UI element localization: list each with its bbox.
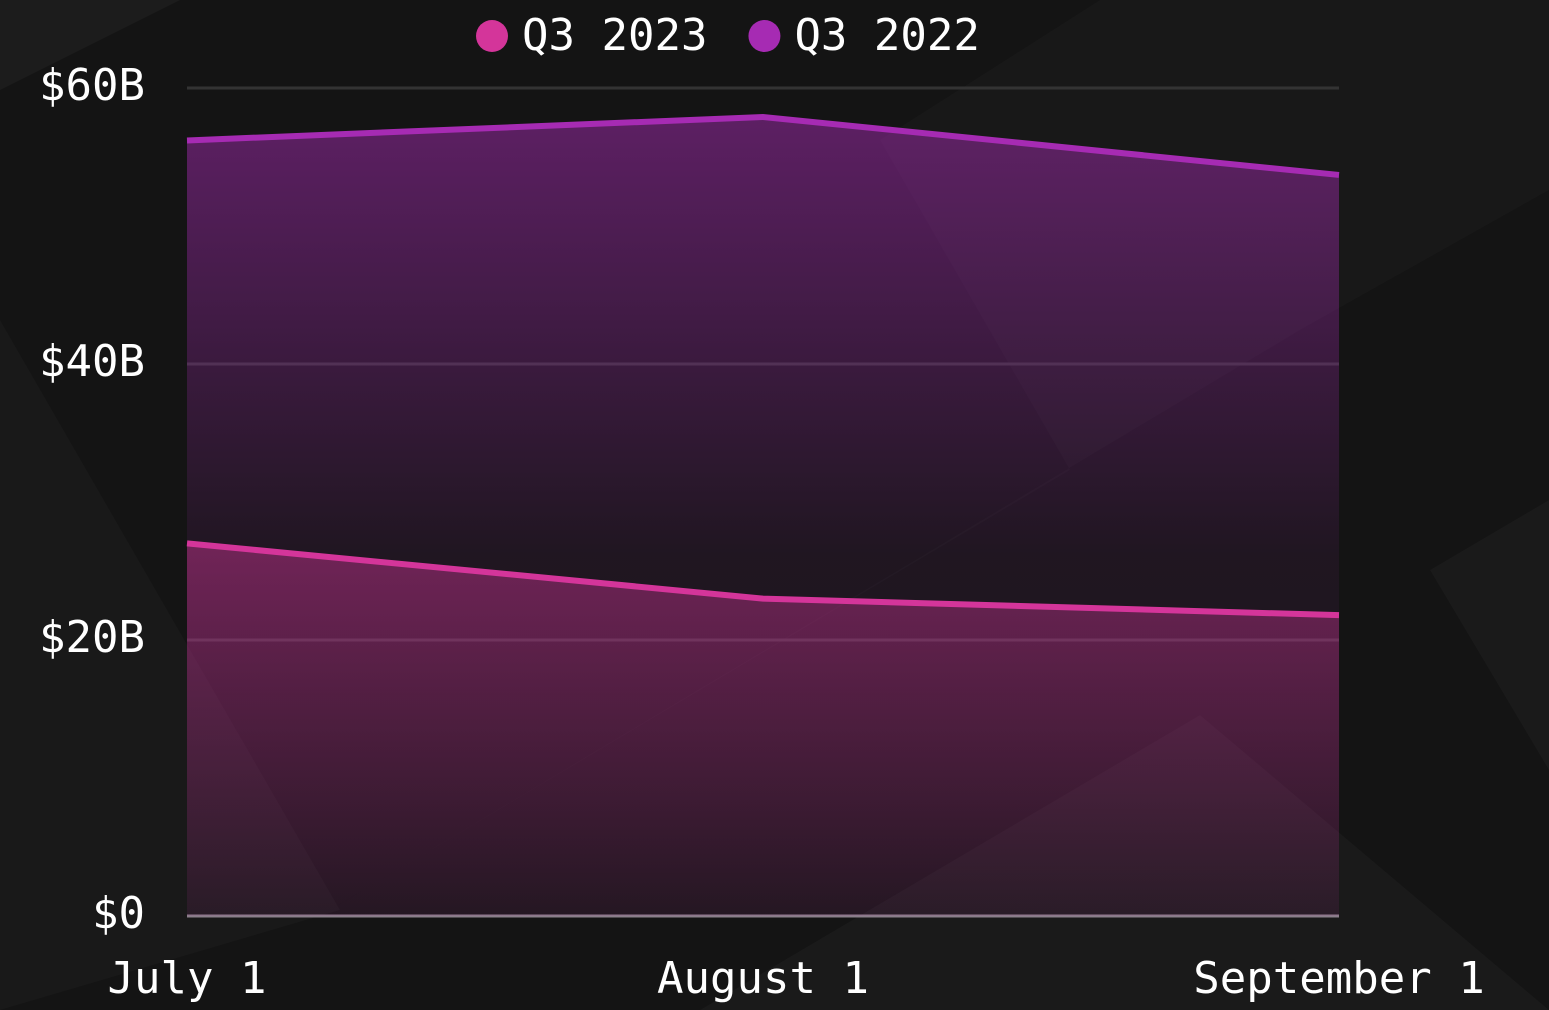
decoration bbox=[0, 0, 180, 90]
legend-marker bbox=[748, 20, 781, 52]
line bbox=[186, 540, 1340, 619]
area bbox=[187, 543, 1339, 916]
decoration bbox=[1430, 500, 1549, 770]
legend-label: Q3 2023 bbox=[522, 10, 707, 61]
y-tick-label: $40B bbox=[39, 336, 145, 387]
plot: $0 $20B $40B $60B July 1 August 1 September 1 Q… bbox=[39, 10, 1485, 1004]
line bbox=[186, 113, 1340, 178]
y-tick-label: $0 bbox=[92, 888, 145, 939]
y-tick-label: $60B bbox=[39, 60, 145, 111]
y-tick-label: $20B bbox=[39, 612, 145, 663]
x-tick-label: August 1 bbox=[657, 953, 869, 1004]
x-tick-label: September 1 bbox=[1193, 953, 1484, 1004]
legend-marker bbox=[476, 20, 508, 52]
x-tick-label: July 1 bbox=[108, 953, 267, 1004]
legend-label: Q3 2022 bbox=[794, 10, 979, 61]
